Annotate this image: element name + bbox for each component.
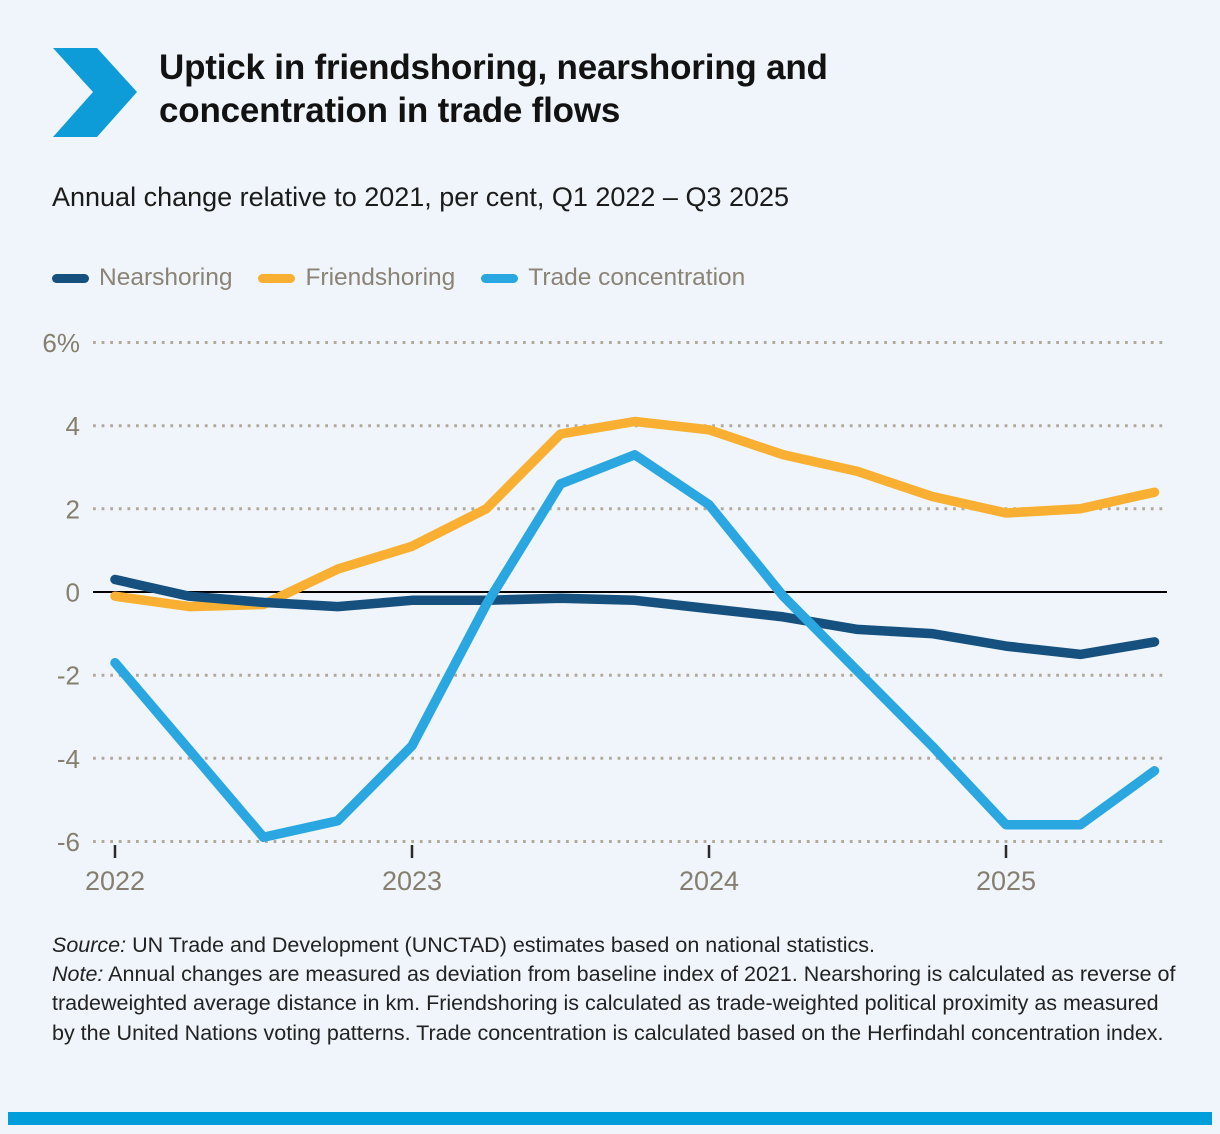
chevron-logo-icon [53,48,137,137]
legend-swatch-trade-concentration [481,273,519,283]
legend: Nearshoring Friendshoring Trade concentrat… [52,262,771,294]
note-line: Note: Annual changes are measured as dev… [52,960,1182,1048]
series-line-trade-concentration [110,450,1160,843]
y-tick-label--4: -4 [57,744,80,774]
y-tick-label--6: -6 [57,827,80,857]
x-tick-label-2024: 2024 [679,866,739,896]
legend-swatch-friendshoring [258,273,296,283]
legend-item-friendshoring: Friendshoring [258,264,455,292]
legend-item-trade-concentration: Trade concentration [481,264,745,292]
legend-swatch-nearshoring [52,273,89,283]
y-tick-label-2: 2 [66,494,80,524]
source-line: Source: UN Trade and Development (UNCTAD… [52,931,1182,960]
legend-item-nearshoring: Nearshoring [52,264,232,292]
source-text: UN Trade and Development (UNCTAD) estima… [126,933,875,957]
y-tick-label-0: 0 [66,578,80,608]
legend-label-trade-concentration: Trade concentration [528,264,746,291]
bottom-accent-bar [8,1112,1212,1125]
source-label: Source: [52,933,127,957]
y-tick-label-6: 6% [42,328,80,358]
y-tick-label-4: 4 [66,411,80,441]
x-tick-label-2022: 2022 [85,866,145,896]
note-text: Annual changes are measured as deviation… [52,962,1176,1045]
page-title: Uptick in friendshoring, nearshoring and… [159,48,828,131]
x-tick-label-2025: 2025 [976,866,1036,896]
y-tick-label--2: -2 [57,661,80,691]
x-tick-label-2023: 2023 [382,866,442,896]
chart-subtitle: Annual change relative to 2021, per cent… [52,182,790,212]
footer-notes: Source: UN Trade and Development (UNCTAD… [52,931,1182,1048]
legend-label-nearshoring: Nearshoring [99,264,233,291]
legend-label-friendshoring: Friendshoring [305,264,456,291]
series-line-nearshoring [110,574,1160,660]
note-label: Note: [52,962,104,987]
series-line-friendshoring [110,416,1160,612]
